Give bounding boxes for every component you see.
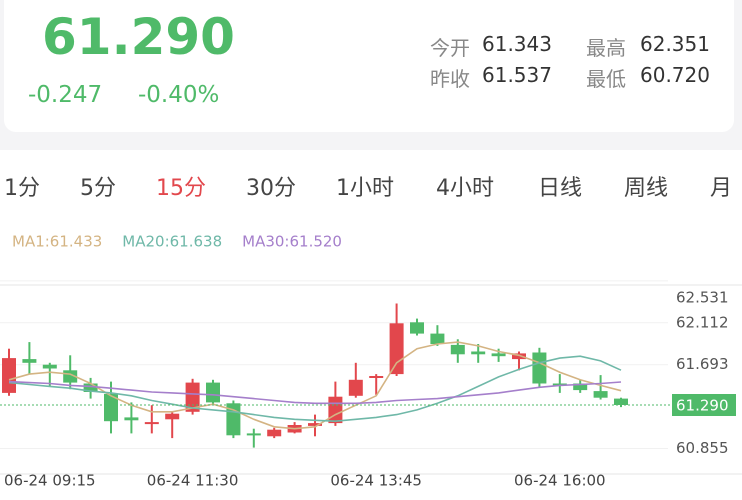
legend-entry: MA20:61.638 [122, 233, 222, 251]
candle-body [430, 333, 445, 344]
last-price-label: 61.290 [676, 397, 729, 415]
period-tab[interactable]: 30分 [246, 176, 296, 201]
candle-body [83, 383, 98, 392]
y-tick-label: 60.855 [676, 439, 729, 457]
candle-body [124, 417, 139, 421]
candle-body [471, 351, 486, 355]
legend-entry: MA30:61.520 [242, 233, 342, 251]
x-tick-label: 06-24 13:45 [330, 472, 422, 490]
period-tab[interactable]: 日线 [538, 176, 583, 201]
price: 61.290 [42, 8, 235, 66]
period-tab[interactable]: 4小时 [436, 176, 494, 201]
y-tick-label: 62.531 [676, 289, 729, 307]
stat-label: 最低 [586, 67, 626, 91]
change-pct: -0.40% [138, 82, 220, 108]
x-tick-label: 06-24 09:15 [4, 472, 96, 490]
candle-body [369, 376, 384, 378]
ma-line [8, 380, 622, 405]
stat-value: 62.351 [640, 32, 710, 56]
candle-body [450, 344, 465, 355]
stat-label: 昨收 [430, 67, 470, 91]
candle-body [348, 379, 363, 396]
y-tick-label: 61.693 [676, 355, 729, 373]
ma-line [8, 355, 622, 423]
candle-body [614, 398, 628, 405]
stat-value: 61.537 [482, 63, 552, 87]
quote-card: 61.290 -0.247 -0.40% 今开 61.343 最高 62.351… [4, 0, 734, 132]
header-bg: 61.290 -0.247 -0.40% 今开 61.343 最高 62.351… [0, 0, 742, 150]
candle-body [532, 352, 547, 384]
period-tab[interactable]: 周线 [624, 176, 669, 201]
candle-body [328, 396, 343, 424]
candle-body [144, 422, 159, 425]
legend-entry: MA1:61.433 [12, 233, 102, 251]
candle-body [308, 423, 322, 426]
candle-body [512, 353, 526, 360]
period-tab[interactable]: 1小时 [336, 176, 394, 201]
period-tabs: 1分 5分 15分 30分 1小时 4小时 日线 周线 月 [0, 170, 742, 206]
stat-label: 今开 [430, 36, 470, 60]
stat-value: 60.720 [640, 63, 710, 87]
change: -0.247 [28, 82, 103, 108]
candle-body [593, 391, 608, 398]
candle-body [573, 383, 588, 391]
candle-body [410, 322, 424, 334]
candle-body [42, 364, 57, 369]
period-tab[interactable]: 15分 [156, 176, 206, 201]
ma-line [8, 341, 622, 430]
last-price-tag [672, 394, 736, 416]
period-tab[interactable]: 1分 [4, 176, 40, 201]
candle-body [165, 413, 180, 420]
period-tab[interactable]: 5分 [80, 176, 116, 201]
candle-body [389, 323, 404, 375]
stat-value: 61.343 [482, 32, 552, 56]
candle-body [491, 353, 506, 357]
stat-label: 最高 [586, 36, 626, 60]
candle-body [104, 393, 118, 422]
y-tick-label: 62.112 [676, 313, 729, 331]
candle-body [267, 429, 282, 437]
period-tab[interactable]: 月 [710, 176, 733, 201]
x-tick-label: 06-24 11:30 [147, 472, 239, 490]
candle-body [246, 433, 261, 436]
x-tick-label: 06-24 16:00 [514, 472, 606, 490]
candle-body [2, 358, 16, 393]
candle-body [206, 382, 220, 403]
candle-body [552, 383, 567, 386]
candle-body [22, 359, 37, 363]
